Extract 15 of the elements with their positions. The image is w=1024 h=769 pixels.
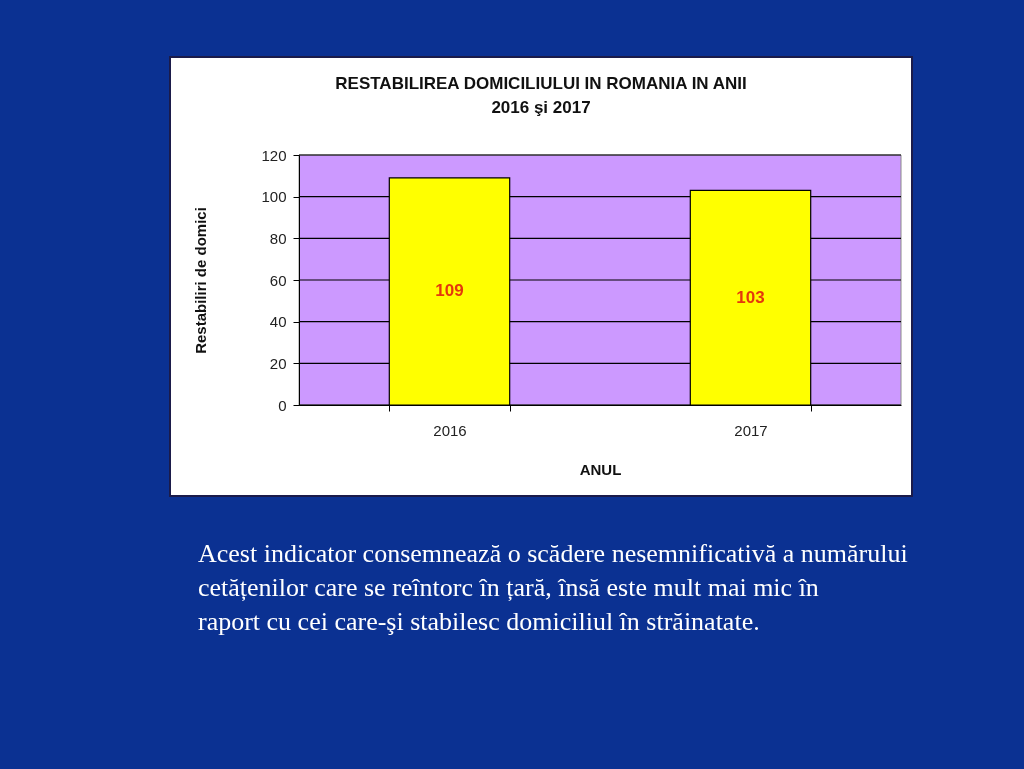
- y-tick-label: 40: [269, 313, 287, 331]
- y-axis-title: Restabiliri de domici: [192, 207, 210, 354]
- x-tick-label: 2016: [433, 421, 467, 439]
- y-tick-label: 20: [269, 354, 287, 372]
- data-label: 103: [736, 287, 765, 307]
- y-tick-label: 0: [278, 396, 287, 414]
- y-tick-label: 80: [269, 229, 287, 247]
- chart-title: RESTABILIREA DOMICILIULUI IN ROMANIA IN ANII 2016 şi 2017: [335, 74, 747, 117]
- y-tick-label: 100: [261, 188, 287, 206]
- x-axis-title: ANUL: [579, 460, 622, 478]
- x-tick-label: 2017: [734, 421, 768, 439]
- y-tick-label: 120: [261, 146, 287, 164]
- text: Acest indicator consemnează o scădere nesemnificativă a numărului cetățenilor care se reîntorc în țară, însă este mult mai mic în raport cu cei care-şi stabilesc domiciliul în străinatate.: [198, 539, 908, 636]
- y-tick-label: 60: [269, 271, 287, 289]
- data-label: 109: [435, 281, 464, 301]
